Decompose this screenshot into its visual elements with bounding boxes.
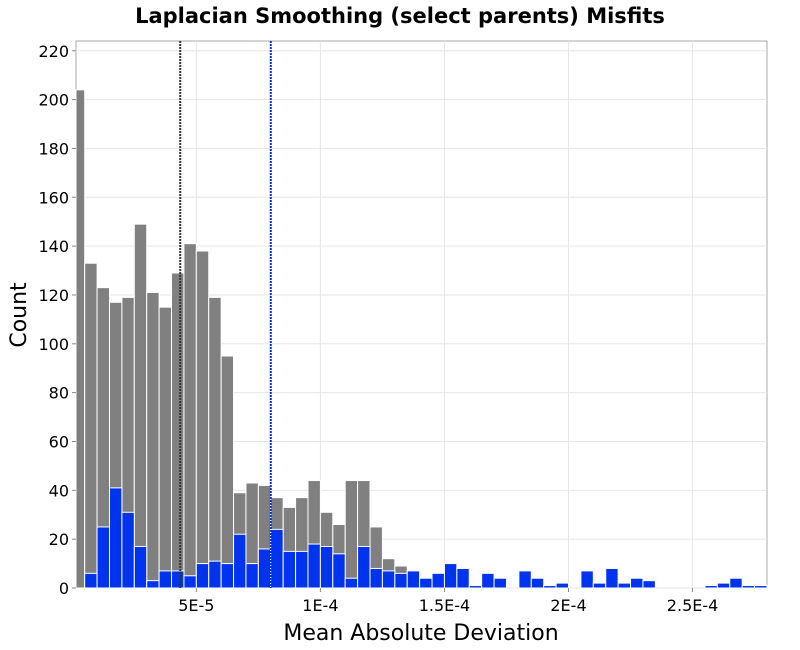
blue-bar <box>754 585 768 589</box>
blue-bar <box>245 563 259 589</box>
y-axis-label: Count <box>7 282 32 348</box>
blue-bar <box>642 580 656 589</box>
blue-bar <box>443 563 458 589</box>
blue-bar <box>133 545 148 589</box>
blue-bar <box>195 563 210 589</box>
blue-bar <box>518 570 532 589</box>
blue-bar <box>456 567 470 589</box>
blue-bar <box>344 577 359 589</box>
blue-bar <box>580 570 594 589</box>
y-tick-label: 120 <box>38 286 69 305</box>
blue-bar <box>431 572 445 589</box>
blue-bar <box>282 550 297 589</box>
y-axis-ticks: 0 20 40 60 80 100 120 140 160 180 200 220 <box>38 42 76 598</box>
blue-bar <box>729 577 743 589</box>
blue-bar <box>183 575 197 589</box>
x-tick-label: 2E-4 <box>550 596 586 615</box>
blue-bar <box>419 577 433 589</box>
blue-bar <box>555 582 570 589</box>
blue-bar <box>381 570 396 589</box>
gray-bar <box>146 292 160 589</box>
blue-bar <box>208 560 222 589</box>
gray-bar <box>75 89 86 589</box>
blue-bar <box>233 533 247 589</box>
blue-bar <box>319 545 334 589</box>
reference-lines <box>179 41 272 588</box>
blue-bar <box>332 553 346 589</box>
y-tick-label: 180 <box>38 139 69 158</box>
y-tick-label: 80 <box>49 384 69 403</box>
x-tick-label: 2.5E-4 <box>667 596 719 615</box>
blue-bar <box>84 572 98 589</box>
x-tick-label: 1.5E-4 <box>419 596 471 615</box>
chart-title: Laplacian Smoothing (select parents) Mis… <box>135 4 665 28</box>
blue-bar <box>716 582 731 589</box>
y-tick-label: 100 <box>38 335 69 354</box>
blue-bar <box>530 577 545 589</box>
gray-bar <box>220 355 235 589</box>
blue-bar <box>295 550 309 589</box>
blue-bar <box>630 577 644 589</box>
blue-bar <box>220 563 235 589</box>
blue-bar <box>357 545 371 589</box>
blue-bar <box>406 570 421 589</box>
blue-bar <box>369 567 383 589</box>
blue-bar <box>394 572 408 589</box>
blue-bar <box>605 567 619 589</box>
gray-bar <box>208 296 222 589</box>
gray-bar <box>195 250 210 589</box>
y-tick-label: 220 <box>38 42 69 61</box>
blue-bar <box>171 570 185 589</box>
gray-bar <box>344 480 359 589</box>
x-axis-label: Mean Absolute Deviation <box>283 621 558 646</box>
blue-bar <box>257 548 272 589</box>
blue-bar <box>158 570 173 589</box>
y-tick-label: 60 <box>49 432 69 451</box>
gray-bar <box>84 262 98 589</box>
blue-bar <box>468 585 483 589</box>
y-tick-label: 160 <box>38 188 69 207</box>
blue-bar <box>481 572 495 589</box>
blue-bar <box>96 526 110 589</box>
y-tick-label: 0 <box>59 579 69 598</box>
blue-bar <box>270 528 284 589</box>
x-tick-label: 5E-5 <box>178 596 214 615</box>
blue-bar <box>617 582 632 589</box>
gray-bar <box>158 306 173 589</box>
blue-bar <box>543 585 557 589</box>
blue-bar <box>592 582 607 589</box>
blue-bar <box>108 487 123 589</box>
y-tick-label: 20 <box>49 530 69 549</box>
blue-bar <box>704 585 718 589</box>
gray-bar <box>171 272 185 589</box>
y-tick-label: 40 <box>49 481 69 500</box>
y-tick-label: 140 <box>38 237 69 256</box>
blue-bar-series <box>84 487 768 589</box>
blue-bar <box>741 585 756 589</box>
blue-bar <box>307 543 321 589</box>
y-tick-label: 200 <box>38 91 69 110</box>
x-tick-label: 1E-4 <box>302 596 338 615</box>
gray-bar <box>133 223 148 589</box>
blue-bar <box>146 580 160 589</box>
blue-bar <box>121 511 135 589</box>
gray-bar <box>183 243 197 589</box>
x-axis-ticks: 5E-5 1E-4 1.5E-4 2E-4 2.5E-4 <box>178 588 718 615</box>
blue-bar <box>493 577 507 589</box>
